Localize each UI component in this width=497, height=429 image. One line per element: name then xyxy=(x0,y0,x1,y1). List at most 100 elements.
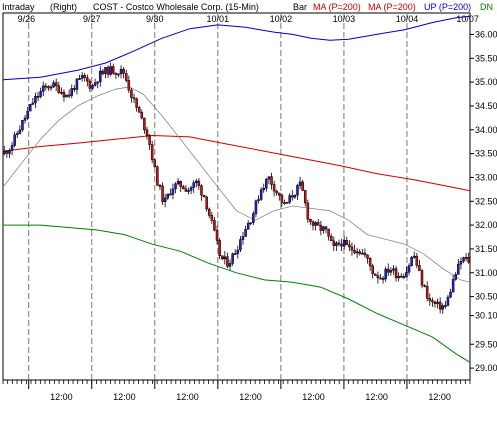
price-bar-162 xyxy=(423,284,426,288)
price-bar-134 xyxy=(350,242,354,256)
time-label: 12:00 xyxy=(428,392,451,402)
price-bar-94 xyxy=(246,220,250,230)
price-bar-96 xyxy=(252,211,255,225)
time-label: 12:00 xyxy=(176,392,199,402)
price-bars xyxy=(3,62,470,314)
price-bar-176 xyxy=(459,257,463,270)
price-bar-169 xyxy=(441,303,445,314)
price-bar-133 xyxy=(348,240,351,252)
price-bar-104 xyxy=(272,180,276,197)
price-bar-163 xyxy=(425,281,429,302)
price-bar-12 xyxy=(34,92,37,108)
price-bar-64 xyxy=(169,188,172,196)
mode-label: Intraday xyxy=(2,2,35,12)
time-label: 12:00 xyxy=(302,392,325,402)
date-label: 9/30 xyxy=(146,14,164,24)
price-bar-44 xyxy=(117,73,120,78)
date-label: 10/01 xyxy=(207,14,230,24)
y-axis: 29.00 29.50 30.10 30.50 31.00 31.50 32.00 32.50… xyxy=(470,29,497,373)
price-bar-106 xyxy=(278,192,281,201)
price-bar-109 xyxy=(285,201,289,204)
price-bar-27 xyxy=(73,85,76,93)
y-tick-label: 34.50 xyxy=(475,101,497,111)
price-bar-32 xyxy=(86,74,89,87)
price-bar-150 xyxy=(392,265,395,275)
indicator-label-2: MA (P=200) xyxy=(368,2,416,12)
price-bar-30 xyxy=(80,71,84,82)
y-tick-label: 32.00 xyxy=(475,220,497,230)
price-bar-128 xyxy=(335,241,338,252)
price-bar-35 xyxy=(93,78,97,87)
price-bar-84 xyxy=(220,255,224,260)
price-bar-2 xyxy=(8,148,11,159)
price-bar-129 xyxy=(337,239,341,247)
price-bar-21 xyxy=(57,81,61,94)
price-bar-100 xyxy=(262,183,266,193)
price-bar-136 xyxy=(355,247,359,258)
price-bar-49 xyxy=(130,87,133,103)
price-bar-58 xyxy=(153,158,157,168)
price-bar-38 xyxy=(101,68,105,76)
price-bar-28 xyxy=(75,78,79,95)
price-bar-69 xyxy=(182,184,185,190)
price-bar-155 xyxy=(405,266,408,278)
price-bar-111 xyxy=(291,190,294,201)
price-bar-105 xyxy=(275,189,278,196)
price-bar-43 xyxy=(114,72,118,79)
price-bar-46 xyxy=(122,66,125,79)
price-bar-172 xyxy=(449,288,452,299)
price-bar-132 xyxy=(345,236,349,246)
price-bar-97 xyxy=(254,199,258,218)
price-bar-92 xyxy=(241,232,245,245)
price-bar-115 xyxy=(301,179,304,191)
price-bar-88 xyxy=(231,252,234,266)
price-bar-73 xyxy=(192,180,195,193)
y-tick-label: 30.50 xyxy=(475,292,497,302)
price-bar-144 xyxy=(376,271,380,284)
y-tick-label: 32.50 xyxy=(475,196,497,206)
price-bar-152 xyxy=(397,272,400,282)
price-bar-5 xyxy=(16,131,19,139)
price-bar-56 xyxy=(148,133,151,150)
price-bar-53 xyxy=(140,109,144,120)
price-bar-17 xyxy=(47,85,50,91)
price-bar-0 xyxy=(3,145,6,156)
price-bar-39 xyxy=(104,66,107,79)
price-bar-99 xyxy=(259,187,263,202)
day-dividers xyxy=(28,14,408,379)
y-tick-label: 35.50 xyxy=(475,53,497,63)
time-label: 12:00 xyxy=(239,392,262,402)
price-bar-146 xyxy=(381,275,385,284)
price-bar-171 xyxy=(446,294,450,307)
price-bar-77 xyxy=(202,194,206,198)
price-bar-26 xyxy=(70,84,74,99)
chart-style-label: Bar xyxy=(293,2,307,12)
price-bar-6 xyxy=(18,125,22,135)
price-bar-36 xyxy=(96,81,99,89)
ma-red-line xyxy=(2,134,471,192)
price-bar-98 xyxy=(257,195,260,204)
price-bar-103 xyxy=(270,172,273,190)
indicator-label-3: UP (P=200) xyxy=(424,2,471,12)
price-bar-61 xyxy=(161,182,164,206)
time-label: 12:00 xyxy=(113,392,136,402)
price-bar-102 xyxy=(267,176,271,185)
plot-frame xyxy=(2,12,471,381)
price-bar-142 xyxy=(371,263,374,279)
price-bar-66 xyxy=(174,182,177,194)
date-label: 10/02 xyxy=(270,14,293,24)
date-labels: 9/26 9/27 9/30 10/01 10/02 10/03 10/04 10/07 xyxy=(18,14,479,24)
price-bar-59 xyxy=(156,165,159,186)
price-bar-76 xyxy=(200,184,203,201)
y-tick-label: 34.00 xyxy=(475,125,497,135)
price-bar-167 xyxy=(436,298,439,309)
price-bar-68 xyxy=(179,180,182,192)
price-bar-138 xyxy=(361,249,364,255)
date-label: 10/07 xyxy=(456,14,479,24)
price-bar-123 xyxy=(322,226,325,234)
price-bar-15 xyxy=(41,81,45,97)
price-bar-165 xyxy=(431,297,434,307)
price-bar-23 xyxy=(62,89,66,102)
price-bar-62 xyxy=(163,193,167,208)
